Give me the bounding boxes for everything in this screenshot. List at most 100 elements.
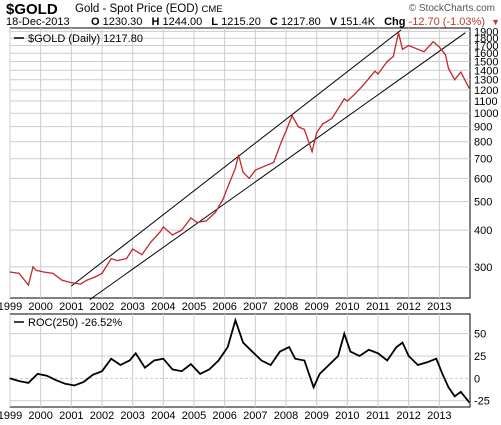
x-tick-label: 2001 bbox=[59, 301, 83, 313]
y-tick-label: 400 bbox=[474, 225, 492, 237]
x-tick-label: 2000 bbox=[28, 410, 52, 422]
roc-point bbox=[343, 333, 345, 335]
price-panel: 1999 2000 2001 2002 2003 2004 2005 2006 2007 2008… bbox=[0, 26, 498, 313]
change-value: -12.70 (-1.03%) bbox=[408, 16, 485, 28]
price-point bbox=[234, 167, 236, 169]
x-tick-label: 2005 bbox=[182, 301, 206, 313]
x-tick-label: 2006 bbox=[212, 410, 236, 422]
roc-point bbox=[73, 384, 75, 387]
y-tick-label: 300 bbox=[474, 262, 492, 274]
roc-point bbox=[144, 367, 146, 369]
price-point bbox=[408, 44, 410, 47]
y-tick-label: 1200 bbox=[474, 85, 498, 97]
roc-point bbox=[251, 350, 253, 353]
x-tick-label: 1999 bbox=[0, 410, 22, 422]
price-point bbox=[377, 73, 379, 75]
price-point bbox=[125, 258, 128, 260]
roc-panel: 1999 2000 2001 2002 2003 2004 2005 2006 2007 2008… bbox=[0, 313, 490, 422]
price-point bbox=[95, 275, 97, 278]
price-point bbox=[454, 79, 456, 81]
price-point bbox=[285, 130, 287, 132]
price-point bbox=[362, 85, 364, 87]
roc-point bbox=[270, 364, 272, 366]
roc-point bbox=[417, 364, 419, 366]
x-tick-label: 2008 bbox=[274, 301, 298, 313]
source-watermark[interactable]: © StockCharts.com bbox=[408, 3, 495, 14]
roc-point bbox=[190, 363, 192, 365]
exchange-label: CME bbox=[201, 4, 223, 15]
y-tick-label: 500 bbox=[474, 197, 492, 209]
high-value: 1244.00 bbox=[162, 16, 203, 28]
roc-point bbox=[119, 364, 121, 366]
price-point bbox=[386, 60, 388, 63]
trend-channel-line bbox=[89, 32, 466, 301]
price-point bbox=[27, 284, 29, 286]
roc-point bbox=[454, 395, 456, 397]
x-tick-label: 2000 bbox=[28, 301, 52, 313]
y-tick-label: 600 bbox=[474, 173, 492, 185]
price-point bbox=[444, 54, 447, 56]
roc-point bbox=[9, 377, 11, 379]
price-point bbox=[352, 94, 355, 96]
price-point bbox=[423, 51, 425, 53]
x-tick-label: 1999 bbox=[0, 301, 22, 313]
price-point bbox=[190, 217, 192, 219]
roc-point bbox=[101, 370, 103, 372]
quote-date: 18-Dec-2013 bbox=[6, 16, 70, 28]
price-point bbox=[248, 177, 250, 179]
price-point bbox=[346, 100, 348, 102]
roc-point bbox=[279, 350, 281, 353]
roc-point bbox=[401, 342, 404, 344]
x-tick-label: 2004 bbox=[151, 301, 175, 313]
price-point bbox=[159, 231, 161, 233]
roc-point bbox=[303, 359, 305, 362]
y-tick-label: 800 bbox=[474, 137, 492, 149]
price-point bbox=[116, 260, 118, 262]
roc-point bbox=[294, 358, 296, 360]
x-tick-label: 2010 bbox=[335, 301, 359, 313]
quote-line: 18-Dec-2013 O 1230.30 H 1244.00 L 1215.2… bbox=[6, 16, 500, 28]
roc-point bbox=[27, 382, 29, 384]
x-tick-label: 2005 bbox=[182, 410, 206, 422]
open-value: 1230.30 bbox=[102, 16, 143, 28]
instrument-name-text: Gold - Spot Price (EOD) bbox=[75, 3, 199, 15]
instrument-name: Gold - Spot Price (EOD) CME bbox=[75, 3, 223, 15]
low-label: L bbox=[211, 16, 219, 28]
price-point bbox=[273, 161, 275, 164]
roc-point bbox=[46, 375, 48, 377]
x-tick-label: 2010 bbox=[335, 410, 359, 422]
price-point bbox=[331, 117, 333, 120]
roc-point bbox=[83, 381, 85, 383]
roc-point bbox=[55, 379, 57, 381]
price-point bbox=[141, 254, 143, 256]
volume-label: V bbox=[329, 16, 338, 28]
roc-point bbox=[460, 391, 462, 393]
roc-point bbox=[162, 358, 164, 360]
x-tick-label: 2007 bbox=[243, 410, 267, 422]
roc-point bbox=[171, 368, 174, 371]
roc-point bbox=[242, 342, 244, 344]
symbol-title: $GOLD bbox=[6, 1, 58, 18]
x-tick-label: 2013 bbox=[427, 301, 451, 313]
price-legend-label: $GOLD (Daily) 1217.80 bbox=[28, 33, 143, 45]
price-point bbox=[222, 198, 224, 200]
x-tick-label: 2002 bbox=[90, 410, 114, 422]
x-tick-label: 2008 bbox=[274, 410, 298, 422]
price-point bbox=[311, 151, 313, 153]
price-point bbox=[132, 248, 134, 250]
price-point bbox=[291, 115, 293, 117]
y-tick-label: 1100 bbox=[474, 96, 498, 108]
x-tick-label: 2013 bbox=[427, 410, 451, 422]
y-tick-label: 1500 bbox=[474, 56, 498, 68]
y-tick-label: -25 bbox=[474, 396, 490, 408]
y-tick-label: 1000 bbox=[474, 108, 498, 120]
roc-point bbox=[153, 359, 155, 362]
roc-point bbox=[92, 374, 94, 376]
roc-point bbox=[377, 352, 379, 354]
price-point bbox=[460, 71, 462, 73]
roc-point bbox=[349, 350, 351, 353]
price-point bbox=[468, 87, 470, 89]
y-tick-label: 0 bbox=[474, 373, 480, 385]
price-point bbox=[227, 186, 229, 188]
roc-point bbox=[395, 346, 397, 348]
